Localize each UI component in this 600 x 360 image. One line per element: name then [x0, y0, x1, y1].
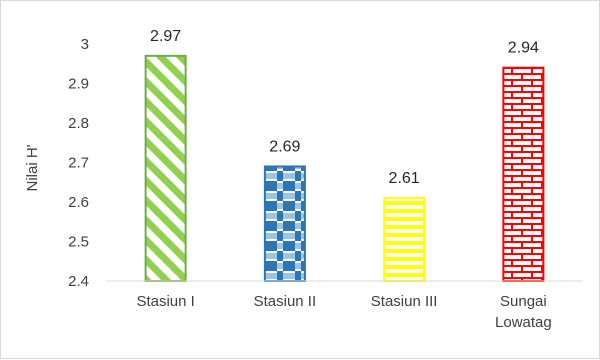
data-label: 2.69 — [269, 138, 300, 155]
bar — [502, 66, 545, 282]
y-tick-label: 3 — [81, 36, 89, 53]
x-tick-label: Stasiun II — [254, 293, 317, 310]
y-tick-label: 2.7 — [68, 155, 89, 172]
y-tick-label: 2.9 — [68, 76, 89, 93]
bar — [144, 54, 187, 282]
data-label: 2.61 — [389, 170, 420, 187]
x-axis: Stasiun I Stasiun II Stasiun III Sungai Lowa… — [106, 280, 583, 331]
data-label: 2.94 — [508, 40, 539, 57]
x-tick-label: Lowatag — [495, 314, 552, 331]
bar — [263, 165, 306, 282]
bars: 2.97 2.69 2.61 2.94 — [144, 28, 545, 282]
x-tick-label: Stasiun III — [371, 293, 438, 310]
x-tick-label: Sungai — [500, 293, 547, 310]
y-tick-label: 2.4 — [68, 273, 89, 290]
y-axis-title: Nilai H' — [24, 144, 41, 191]
x-tick-label: Stasiun I — [136, 293, 194, 310]
y-tick-label: 2.8 — [68, 115, 89, 132]
y-tick-label: 2.5 — [68, 234, 89, 251]
y-axis: 2.4 2.5 2.6 2.7 2.8 2.9 3 — [68, 36, 89, 290]
bar — [383, 197, 426, 282]
y-tick-label: 2.6 — [68, 194, 89, 211]
data-label: 2.97 — [150, 28, 181, 45]
